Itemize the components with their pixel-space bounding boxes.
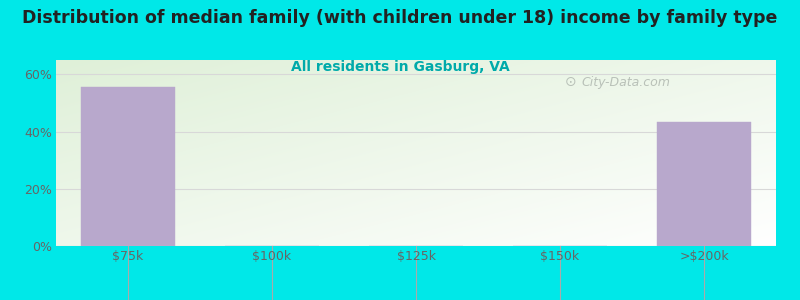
Text: ⊙: ⊙ xyxy=(565,75,577,89)
Text: Distribution of median family (with children under 18) income by family type: Distribution of median family (with chil… xyxy=(22,9,778,27)
Text: All residents in Gasburg, VA: All residents in Gasburg, VA xyxy=(290,60,510,74)
Bar xyxy=(82,87,175,246)
Bar xyxy=(657,122,750,246)
Text: City-Data.com: City-Data.com xyxy=(582,76,670,89)
